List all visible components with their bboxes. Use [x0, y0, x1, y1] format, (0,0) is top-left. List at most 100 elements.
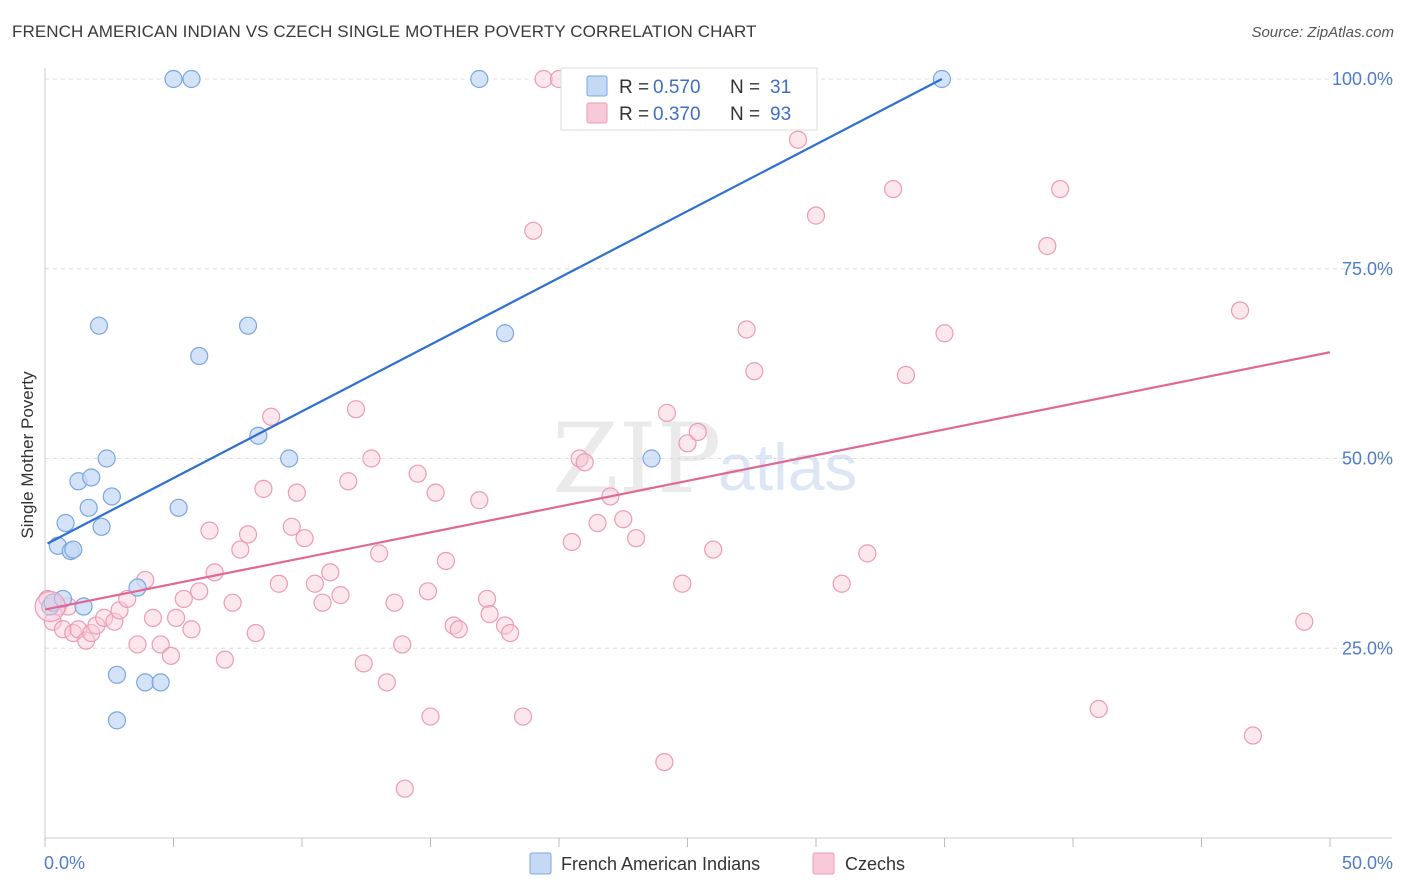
point-pink	[238, 525, 258, 544]
chart-title: FRENCH AMERICAN INDIAN VS CZECH SINGLE M…	[12, 22, 757, 41]
point-pink	[313, 593, 332, 612]
point-pink	[858, 544, 877, 563]
point-pink	[87, 616, 106, 635]
legend-swatch-czechs	[812, 852, 835, 875]
point-pink	[1038, 236, 1057, 256]
point-blue	[79, 498, 98, 517]
point-pink	[408, 464, 427, 483]
point-pink	[200, 521, 219, 540]
point-pink	[377, 673, 396, 692]
point-pink	[246, 623, 265, 643]
point-pink	[182, 620, 201, 639]
point-pink	[1230, 301, 1250, 320]
legend-swatch-pink	[586, 102, 608, 124]
point-pink	[657, 403, 677, 423]
point-pink	[673, 574, 692, 593]
point-pink	[745, 362, 764, 381]
point-blue	[151, 673, 170, 692]
point-pink	[262, 407, 281, 426]
x-tick-label: 50.0%	[1342, 853, 1393, 873]
point-pink	[287, 483, 306, 502]
point-pink	[626, 529, 646, 548]
watermark-zip: ZIP	[552, 403, 721, 515]
point-pink	[305, 574, 324, 593]
point-pink	[477, 589, 497, 609]
trend-line-blue	[47, 78, 943, 545]
y-tick-label: 100.0%	[1332, 69, 1393, 89]
watermark-atlas: atlas	[718, 430, 857, 504]
point-pink	[174, 589, 193, 609]
legend-n-label-blue: N =	[730, 77, 760, 98]
point-pink	[143, 608, 163, 627]
point-pink	[737, 320, 756, 339]
y-tick-label: 75.0%	[1342, 259, 1393, 279]
point-pink	[393, 635, 412, 654]
legend-r-label-blue: R =	[619, 77, 649, 98]
legend-n-label-pink: N =	[730, 104, 760, 125]
point-pink	[1243, 726, 1263, 745]
point-pink	[128, 635, 147, 654]
point-blue	[182, 69, 201, 89]
point-pink	[231, 540, 250, 559]
watermark: ZIP atlas	[552, 403, 857, 515]
point-pink	[95, 608, 114, 627]
point-pink	[370, 544, 389, 563]
y-tick-label: 50.0%	[1342, 449, 1393, 469]
point-pink	[215, 650, 234, 669]
data-points	[34, 69, 1314, 798]
point-blue	[136, 673, 155, 692]
point-pink	[1089, 699, 1108, 719]
point-pink	[614, 510, 633, 529]
point-pink	[354, 654, 373, 673]
point-pink	[151, 635, 170, 654]
point-pink	[385, 593, 404, 612]
legend-n-value-pink: 93	[770, 104, 791, 125]
point-pink	[223, 593, 242, 612]
point-pink	[321, 563, 340, 582]
legend-label-czechs: Czechs	[845, 854, 905, 874]
point-pink	[205, 563, 224, 582]
point-pink	[470, 491, 489, 510]
point-pink	[418, 582, 438, 601]
point-pink	[935, 324, 954, 343]
point-pink	[832, 574, 851, 593]
point-blue	[92, 517, 111, 536]
point-pink	[688, 422, 707, 442]
point-pink	[883, 179, 903, 199]
legend-r-label-pink: R =	[619, 104, 649, 125]
point-blue	[642, 449, 661, 468]
point-pink	[395, 779, 414, 798]
legend-n-value-blue: 31	[770, 77, 791, 98]
point-blue	[82, 468, 101, 487]
point-pink	[678, 434, 697, 453]
point-pink	[254, 479, 273, 498]
point-blue	[470, 69, 489, 89]
point-pink	[788, 130, 808, 149]
point-blue	[128, 578, 147, 597]
point-blue	[495, 324, 515, 343]
trend-line-pink	[44, 351, 1331, 611]
point-blue	[164, 69, 183, 89]
point-pink	[346, 400, 366, 419]
point-pink	[269, 574, 288, 593]
point-blue	[64, 540, 83, 559]
point-pink	[480, 604, 499, 624]
point-pink	[896, 365, 916, 385]
point-pink	[426, 483, 445, 502]
point-pink	[53, 620, 73, 639]
point-blue	[102, 487, 121, 506]
point-pink	[1051, 179, 1070, 199]
point-blue	[97, 449, 116, 468]
point-pink	[655, 752, 674, 772]
point-pink	[331, 586, 350, 605]
point-pink	[166, 608, 186, 627]
point-pink	[534, 69, 553, 89]
tick-labels: 25.0% 50.0% 75.0% 100.0% 0.0% 50.0%	[44, 69, 1393, 873]
point-pink	[806, 206, 826, 225]
axes	[44, 68, 1392, 847]
legend-swatch-blue	[586, 75, 608, 97]
legend-r-value-blue: 0.570	[653, 77, 701, 98]
point-blue	[89, 316, 109, 335]
point-pink	[282, 517, 301, 536]
chart-source: Source: ZipAtlas.com	[1251, 24, 1394, 41]
